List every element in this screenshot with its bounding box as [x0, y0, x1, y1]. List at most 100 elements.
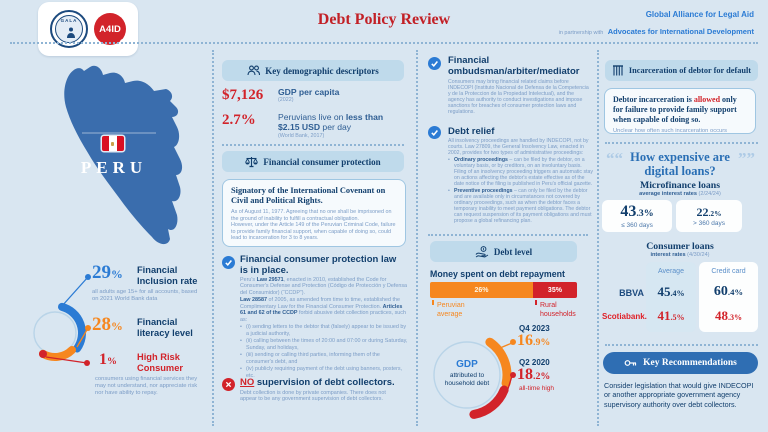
stat-highrisk-label: High Risk Consumer [137, 352, 183, 373]
poverty-note: (World Bank, 2017) [278, 132, 325, 139]
financial-stats-donut [33, 274, 91, 366]
debt-repayment-bar: 26% 35% [430, 282, 577, 298]
people-icon [247, 65, 261, 76]
bar-segment-rural: 35% [532, 282, 577, 298]
key-recommendations-label: Key Recommendations [643, 358, 737, 368]
debt-relief-title: Debt relief [448, 126, 495, 137]
gdp-q4-period: Q4 2023 [519, 324, 550, 333]
debt-level-heading: Debt level [430, 241, 577, 262]
column-header-average: Average [658, 268, 684, 275]
header-divider [10, 42, 758, 44]
org-primary: Global Alliance for Legal Aid [645, 10, 754, 19]
law-title: Financial consumer protection law is in … [240, 254, 397, 277]
ombudsman-body: Consumers may bring financial related cl… [448, 79, 589, 116]
bar-chart-title: Money spent on debt repayment [430, 269, 565, 279]
microfinance-subtitle: average interest rates (2/24/24) [639, 191, 721, 197]
ombudsman-title: Financial ombudsman/arbiter/mediator [448, 55, 580, 78]
law-body: Peru's Law 29571, enacted in 2010, estab… [240, 277, 408, 379]
bank-label-bbva: BBVA [619, 288, 644, 298]
consumer-loans-subtitle: interest rates (4/30/24) [650, 252, 710, 258]
tick-peruvian [432, 300, 434, 305]
incarceration-card: Debtor incarceration is allowed only for… [604, 88, 756, 134]
poverty-label: Peruvians live on less than $2.15 USD pe… [278, 112, 384, 133]
bar-label-rural: Rural households [540, 302, 576, 319]
bar-segment-peruvian: 26% [430, 282, 533, 298]
col3-divider [428, 234, 588, 236]
gdp-donut [433, 337, 516, 419]
digital-loans-question: How expensive are digital loans? [630, 150, 730, 179]
scotiabank-average: 41.5% [657, 308, 685, 323]
check-icon [222, 256, 235, 269]
column-divider-1 [212, 50, 214, 426]
gdp-q2-value: 18.2% [517, 366, 551, 383]
col4-divider-2 [605, 344, 758, 346]
gdp-note: (2022) [278, 97, 294, 103]
page-title: Debt Policy Review [317, 11, 451, 28]
microfinance-title: Microfinance loans [639, 180, 721, 191]
money-hand-icon [475, 245, 489, 258]
key-recommendations-button[interactable]: Key Recommendations [603, 352, 758, 374]
signatory-title: Signatory of the International Covenant … [231, 186, 386, 206]
peru-label: PERU [80, 158, 148, 177]
gala-logo-text: GALA [60, 18, 78, 23]
incarceration-note: Unclear how often such incarceration occ… [613, 128, 728, 134]
col4-divider-1 [605, 142, 758, 144]
column-divider-3 [597, 50, 599, 426]
scales-icon [245, 156, 259, 167]
bbva-credit-card: 60.4% [713, 284, 744, 299]
no-supervision-title: NO supervision of debt collectors. [240, 377, 395, 388]
peru-map [64, 65, 183, 245]
microfinance-box-long: 22.2% > 360 days [676, 200, 742, 232]
key-icon [624, 360, 637, 366]
no-supervision-body: Debt collection is done by private compa… [240, 390, 386, 403]
gdp-q2-note: all-time high [519, 385, 555, 392]
col2-divider [222, 144, 404, 146]
stat-highrisk-note: consumers using financial services they … [95, 376, 198, 396]
peru-flag [102, 136, 124, 151]
debt-relief-body: All insolvency proceedings are handled b… [448, 138, 594, 224]
gdp-q4-value: 16.9% [517, 332, 551, 349]
signatory-card: Signatory of the International Covenant … [222, 179, 406, 247]
scotiabank-credit-card: 48.3% [714, 308, 743, 323]
demographics-heading: Key demographic descriptors [222, 60, 404, 81]
protection-heading: Financial consumer protection [222, 151, 404, 172]
tick-rural [535, 300, 537, 305]
a4id-logo-text: A4ID [99, 23, 121, 35]
poverty-value: 2.7% [222, 112, 256, 128]
law-bullet: (i) sending letters to the debtor that (… [240, 324, 408, 337]
bar-label-peruvian: Peruvian average [437, 302, 465, 319]
bbva-average: 45.4% [657, 284, 685, 299]
jail-bars-icon [612, 65, 623, 76]
org-secondary: Advocates for International Development [607, 27, 754, 36]
recommendations-body: Consider legislation that would give IND… [604, 381, 754, 409]
check-icon [428, 126, 441, 139]
law-bullet: (ii) calling between the times of 20:00 … [240, 338, 408, 351]
incarceration-heading: Incarceration of debtor for default [605, 60, 758, 81]
stat-inclusion-value: 29% [92, 262, 123, 283]
microfinance-box-short: 43.3% ≤ 360 days [602, 200, 672, 232]
incarceration-statement: Debtor incarceration is allowed only for… [613, 95, 737, 124]
stat-literacy-value: 28% [92, 314, 123, 335]
stat-literacy-label: Financial literacy level [137, 317, 193, 338]
column-divider-2 [416, 50, 418, 426]
a4id-logo: A4ID [94, 13, 126, 45]
partnership-note: in partnership with [558, 30, 604, 36]
stat-inclusion-label: Financial Inclusion rate [137, 265, 198, 286]
signatory-body-1: As of August 11, 1977. Agreeing that no … [231, 209, 392, 222]
consumer-loans-table: Average Credit card BBVA 45.4% 60.4% Sco… [602, 262, 758, 332]
open-quote-icon: ““ [606, 149, 623, 168]
column-header-credit-card: Credit card [711, 268, 746, 275]
check-icon [428, 57, 441, 70]
gdp-label: GDP per capita [278, 87, 340, 97]
bank-label-scotiabank: Scotiabank. [602, 312, 647, 321]
close-quote-icon: ”” [738, 149, 755, 168]
gala-figure-icon [67, 27, 75, 38]
law-bullet: (iii) sending or calling third parties, … [240, 352, 408, 365]
stat-highrisk-value: 1% [99, 351, 117, 368]
signatory-body-2: However, under the Article 149 of the Pe… [231, 222, 396, 242]
consumer-loans-title: Consumer loans [646, 241, 714, 252]
gdp-q2-period: Q2 2020 [519, 358, 550, 367]
x-icon [222, 378, 235, 391]
law-bullet: (iv) publicly requiring payment of the d… [240, 366, 408, 379]
